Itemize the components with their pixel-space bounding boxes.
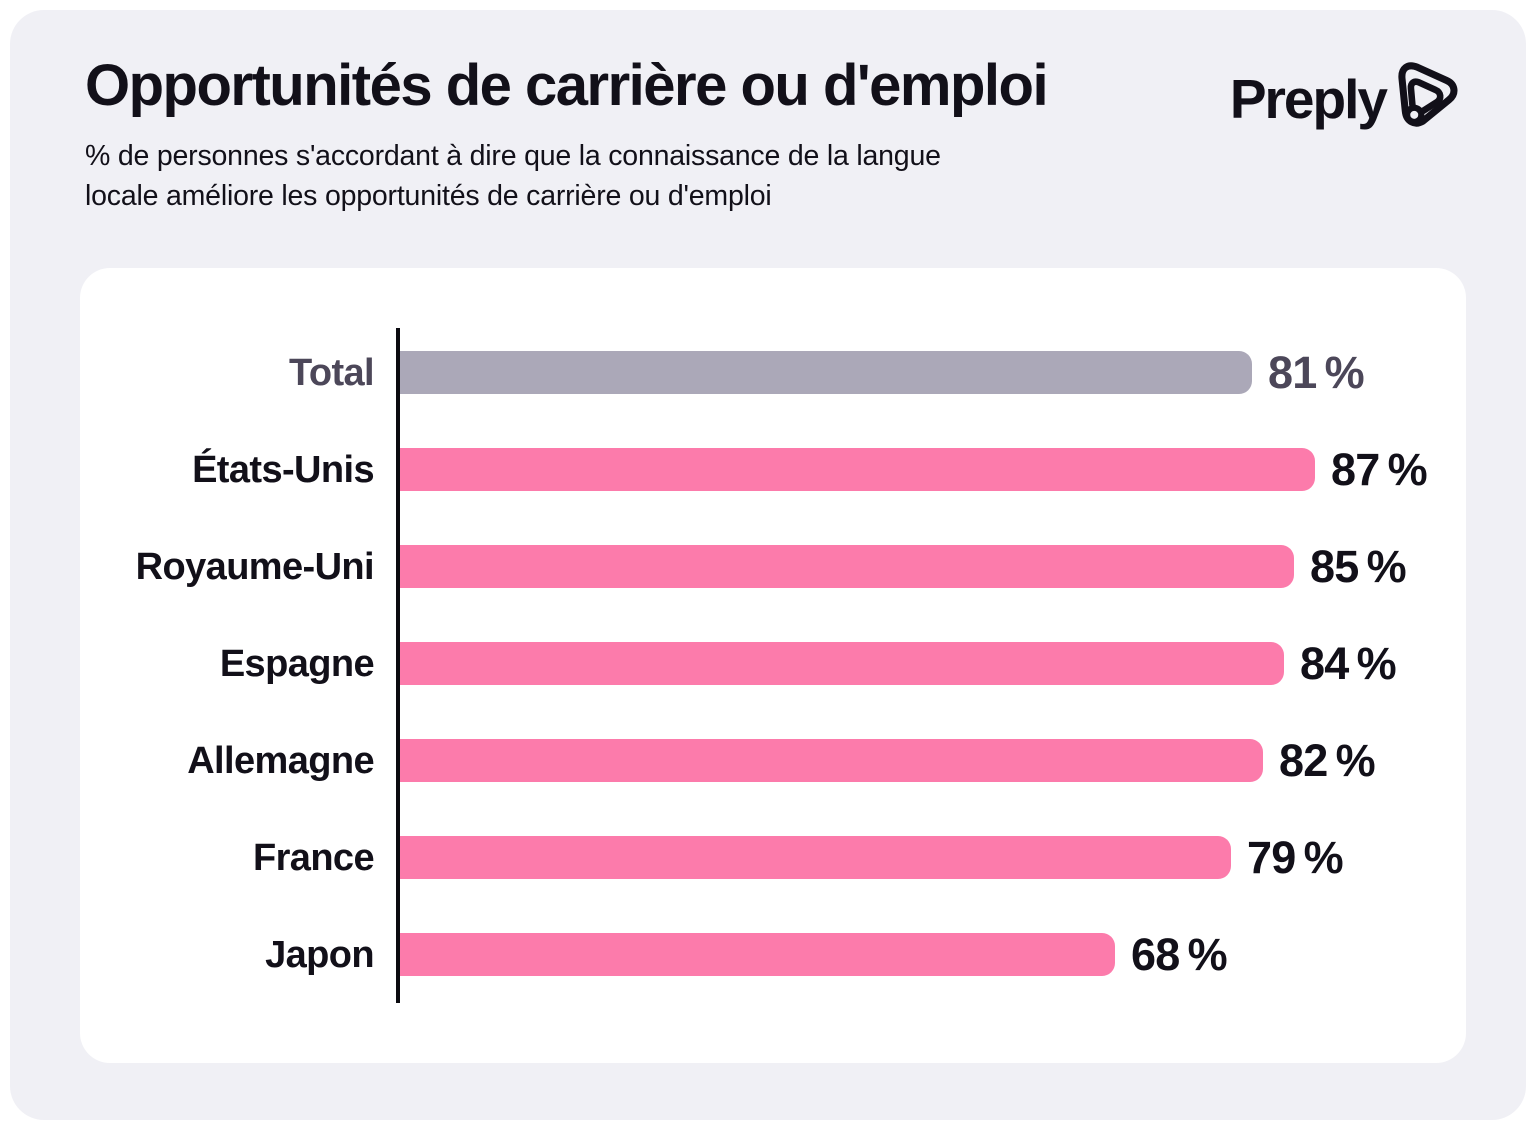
category-label: Total bbox=[289, 351, 375, 394]
bar bbox=[400, 448, 1315, 491]
y-axis-line bbox=[396, 328, 400, 1003]
preply-logo: Preply bbox=[1230, 60, 1458, 137]
bar bbox=[400, 739, 1263, 782]
preply-play-icon bbox=[1394, 60, 1458, 137]
chart-row: Japon 68 % bbox=[80, 906, 1466, 1003]
bar bbox=[400, 836, 1231, 879]
category-label: Royaume-Uni bbox=[135, 545, 375, 588]
page-subtitle: % de personnes s'accordant à dire que la… bbox=[85, 136, 1451, 217]
value-label: 84 % bbox=[1300, 638, 1397, 689]
category-label: Espagne bbox=[219, 642, 375, 685]
category-label: États-Unis bbox=[192, 448, 375, 491]
value-label: 82 % bbox=[1279, 735, 1376, 786]
preply-wordmark: Preply bbox=[1229, 67, 1388, 130]
subtitle-line-2: locale améliore les opportunités de carr… bbox=[85, 180, 772, 213]
value-label: 68 % bbox=[1131, 929, 1228, 980]
value-label: 81 % bbox=[1268, 347, 1365, 398]
category-label: Japon bbox=[265, 933, 375, 976]
bar bbox=[400, 933, 1115, 976]
value-label: 85 % bbox=[1310, 541, 1407, 592]
chart-card: Total 81 % États-Unis 87 % Royaume-Uni 85 % Es… bbox=[80, 268, 1466, 1063]
bar bbox=[400, 642, 1284, 685]
chart-row: Espagne 84 % bbox=[80, 615, 1466, 712]
background-panel: Opportunités de carrière ou d'emploi % d… bbox=[10, 10, 1526, 1120]
subtitle-line-1: % de personnes s'accordant à dire que la… bbox=[85, 139, 941, 172]
value-label: 87 % bbox=[1331, 444, 1428, 495]
chart-row: Allemagne 82 % bbox=[80, 712, 1466, 809]
chart-row: États-Unis 87 % bbox=[80, 421, 1466, 518]
chart-row: Total 81 % bbox=[80, 324, 1466, 421]
page-title: Opportunités de carrière ou d'emploi bbox=[85, 53, 1049, 118]
chart-row: Royaume-Uni 85 % bbox=[80, 518, 1466, 615]
header: Opportunités de carrière ou d'emploi % d… bbox=[85, 53, 1451, 217]
bar-chart: Total 81 % États-Unis 87 % Royaume-Uni 85 % Es… bbox=[80, 324, 1466, 1003]
chart-row: France 79 % bbox=[80, 809, 1466, 906]
bar bbox=[400, 351, 1252, 394]
category-label: France bbox=[252, 836, 375, 879]
category-label: Allemagne bbox=[187, 739, 374, 782]
bar bbox=[400, 545, 1294, 588]
value-label: 79 % bbox=[1247, 832, 1344, 883]
